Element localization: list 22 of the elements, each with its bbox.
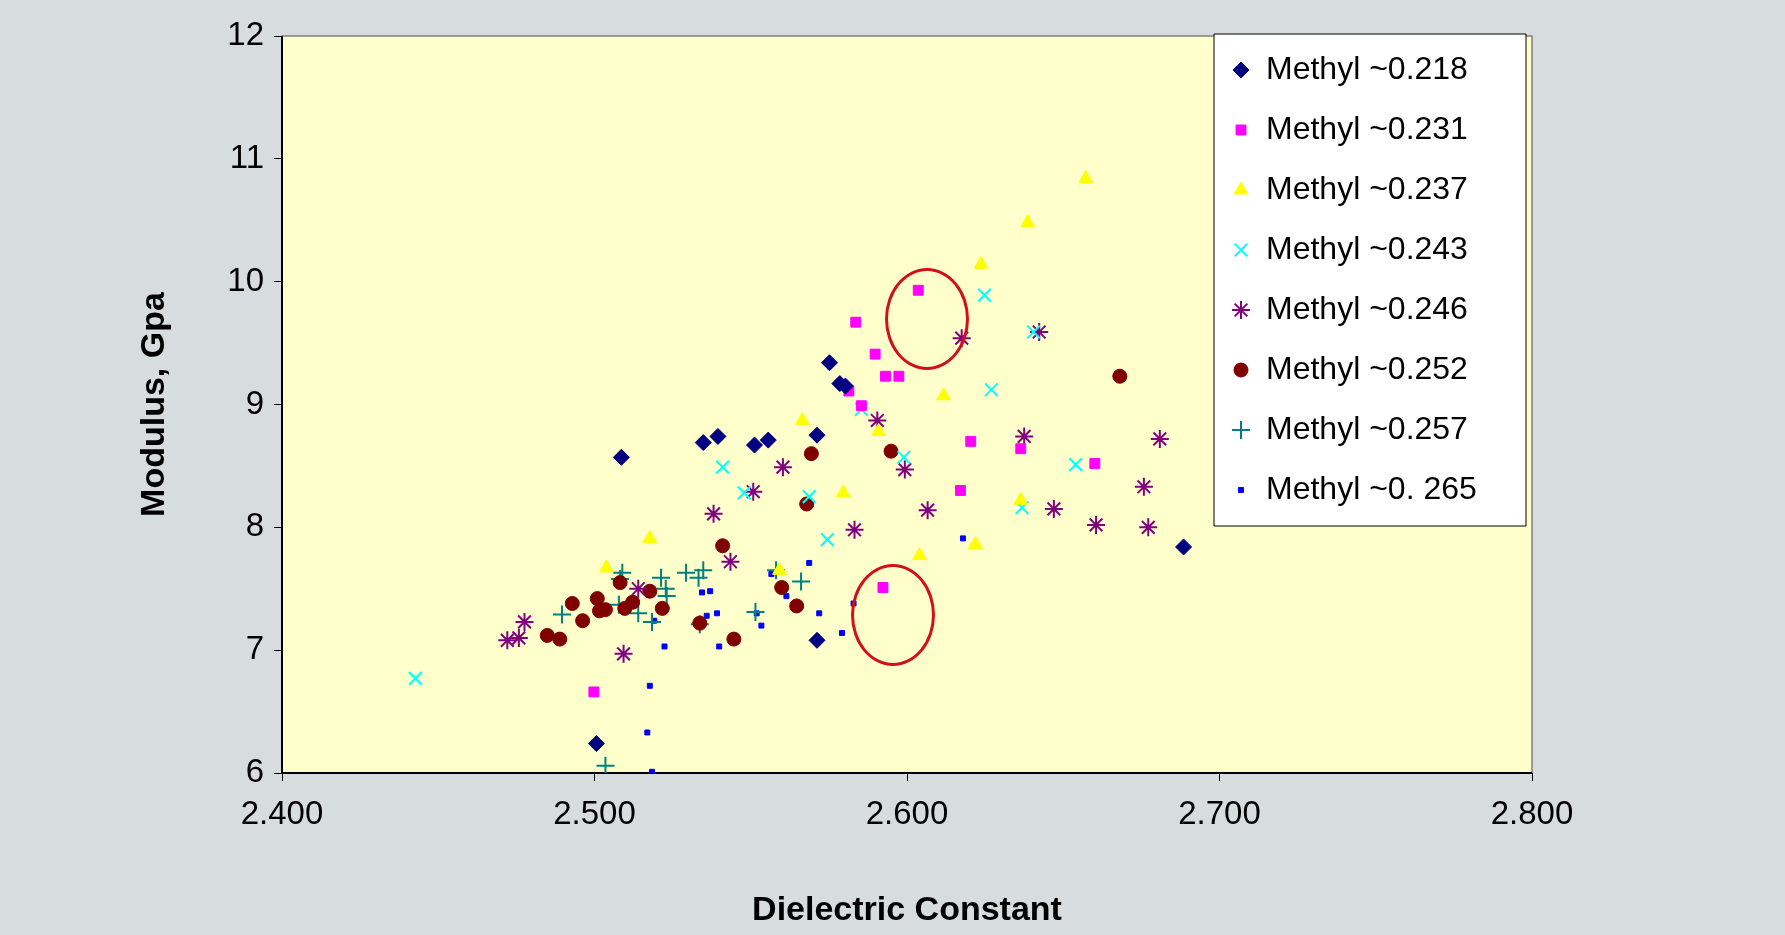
legend-label: Methyl ~0.252: [1266, 349, 1468, 386]
y-tick-label: 12: [227, 15, 264, 53]
y-tick-label: 6: [245, 752, 264, 790]
legend-label: Methyl ~0.257: [1266, 409, 1468, 446]
x-tick-label: 2.400: [240, 793, 324, 831]
legend-label: Methyl ~0.231: [1266, 109, 1468, 146]
legend-label: Methyl ~0. 265: [1266, 469, 1477, 506]
y-tick-label: 7: [245, 629, 264, 667]
y-tick-label: 10: [227, 260, 264, 298]
y-tick-label: 9: [245, 383, 264, 421]
y-tick-label: 8: [245, 506, 264, 544]
x-tick-label: 2.800: [1490, 793, 1574, 831]
legend-label: Methyl ~0.246: [1266, 289, 1468, 326]
x-tick-label: 2.700: [1178, 793, 1261, 831]
legend-label: Methyl ~0.237: [1266, 169, 1468, 206]
x-tick-label: 2.500: [553, 793, 636, 831]
y-tick-label: 11: [229, 137, 264, 175]
legend-label: Methyl ~0.218: [1266, 49, 1468, 86]
x-tick-label: 2.600: [865, 793, 949, 831]
legend-label: Methyl ~0.243: [1266, 229, 1468, 266]
y-axis-title: Modulus, Gpa: [132, 291, 171, 517]
x-axis-title: Dielectric Constant: [752, 888, 1062, 927]
